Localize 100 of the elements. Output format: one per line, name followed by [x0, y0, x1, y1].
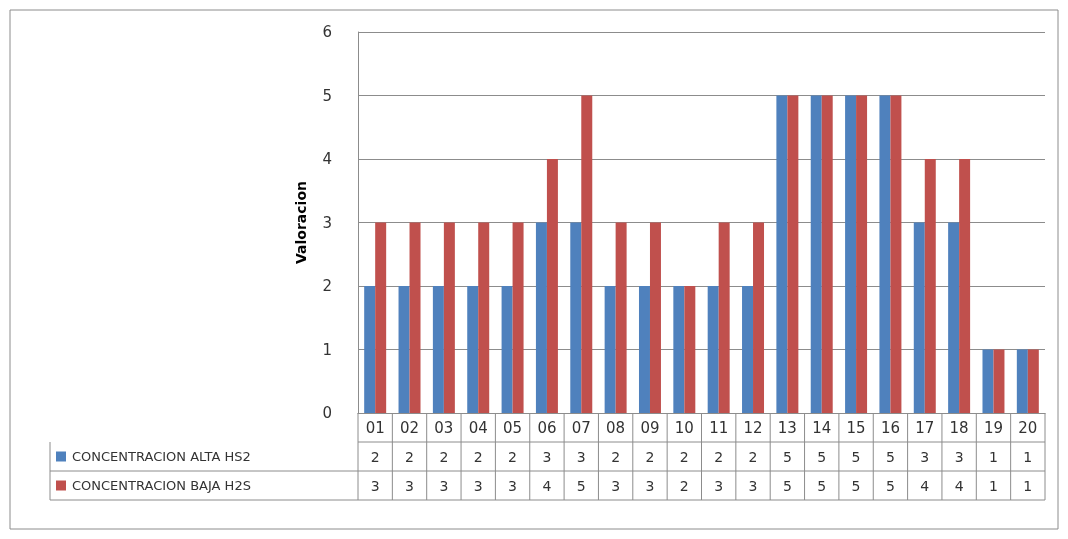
data-label: 3: [611, 477, 621, 494]
bar: [581, 95, 593, 413]
x-tick-label: 11: [709, 418, 729, 437]
bar: [375, 222, 387, 413]
data-label: 2: [473, 448, 483, 465]
x-tick-label: 01: [365, 418, 385, 437]
data-label: 2: [439, 448, 449, 465]
y-tick-label: 4: [322, 150, 332, 168]
data-label: 4: [920, 477, 930, 494]
x-tick-label: 08: [606, 418, 626, 437]
data-label: 3: [748, 477, 758, 494]
x-tick-label: 14: [812, 418, 832, 437]
y-tick-label: 2: [322, 277, 332, 295]
bar: [512, 222, 524, 413]
x-tick-label: 04: [468, 418, 488, 437]
bar: [467, 286, 479, 413]
bar: [501, 286, 513, 413]
bar: [398, 286, 410, 413]
x-tick-label: 06: [537, 418, 557, 437]
data-label: 3: [645, 477, 655, 494]
bar: [1016, 349, 1028, 413]
legend-label: CONCENTRACION ALTA HS2: [72, 449, 251, 464]
bar: [1027, 349, 1039, 413]
x-tick-label: 12: [743, 418, 763, 437]
bar: [959, 159, 971, 413]
data-label: 2: [714, 448, 724, 465]
bar: [649, 222, 661, 413]
data-label: 5: [851, 448, 861, 465]
data-label: 2: [508, 448, 518, 465]
data-label: 5: [885, 477, 895, 494]
x-tick-label: 09: [640, 418, 660, 437]
bar: [742, 286, 754, 413]
x-tick-label: 18: [949, 418, 969, 437]
x-tick-label: 15: [846, 418, 866, 437]
bar: [879, 95, 891, 413]
y-tick-label: 6: [322, 23, 332, 41]
x-tick-label: 10: [674, 418, 694, 437]
bar: [535, 222, 547, 413]
y-tick-label: 3: [322, 213, 332, 232]
x-tick-label: 05: [503, 418, 523, 437]
data-label: 2: [645, 448, 655, 465]
bar: [982, 349, 994, 413]
bar: [546, 159, 558, 413]
data-label: 2: [611, 448, 621, 465]
bar: [924, 159, 936, 413]
data-label: 3: [542, 448, 552, 465]
bar: [913, 222, 925, 413]
data-label: 3: [370, 477, 380, 494]
y-tick-label: 1: [322, 340, 332, 359]
bar: [890, 95, 902, 413]
x-tick-label: 17: [915, 418, 935, 437]
data-label: 3: [576, 448, 586, 465]
data-label: 3: [714, 477, 724, 494]
bar: [478, 222, 490, 413]
bar: [787, 95, 799, 413]
y-tick-label: 5: [322, 86, 332, 105]
bar: [810, 95, 822, 413]
bar: [638, 286, 650, 413]
x-tick-label: 13: [777, 418, 797, 437]
data-label: 3: [954, 448, 964, 465]
data-label: 5: [576, 477, 586, 494]
x-tick-label: 16: [880, 418, 900, 437]
y-tick-label: 0: [322, 404, 332, 422]
data-label: 5: [782, 448, 792, 465]
bar: [409, 222, 421, 413]
x-tick-label: 03: [434, 418, 454, 437]
bar: [753, 222, 765, 413]
bar: [821, 95, 833, 413]
bar: [604, 286, 616, 413]
data-label: 5: [817, 477, 827, 494]
bar: [432, 286, 444, 413]
bar: [845, 95, 857, 413]
bar: [718, 222, 730, 413]
data-label: 4: [954, 477, 964, 494]
data-label: 2: [405, 448, 414, 465]
data-label: 1: [1023, 448, 1033, 465]
y-axis-title: Valoracion: [293, 181, 309, 264]
data-label: 1: [989, 448, 998, 465]
legend-label: CONCENTRACION BAJA H2S: [72, 478, 251, 493]
data-label: 3: [439, 477, 449, 494]
bar: [615, 222, 627, 413]
x-tick-label: 07: [571, 418, 591, 437]
bar: [856, 95, 868, 413]
data-label: 1: [989, 477, 998, 494]
data-label: 5: [782, 477, 792, 494]
data-label: 3: [405, 477, 414, 494]
data-label: 3: [920, 448, 930, 465]
data-label: 3: [473, 477, 483, 494]
bar: [684, 286, 696, 413]
x-tick-label: 02: [399, 418, 420, 437]
data-label: 3: [508, 477, 518, 494]
data-label: 2: [679, 448, 689, 465]
bar: [993, 349, 1005, 413]
data-label: 2: [748, 448, 758, 465]
data-label: 2: [679, 477, 689, 494]
bar: [776, 95, 788, 413]
data-label: 5: [885, 448, 895, 465]
data-label: 5: [817, 448, 827, 465]
bar: [673, 286, 685, 413]
bar: [948, 222, 960, 413]
